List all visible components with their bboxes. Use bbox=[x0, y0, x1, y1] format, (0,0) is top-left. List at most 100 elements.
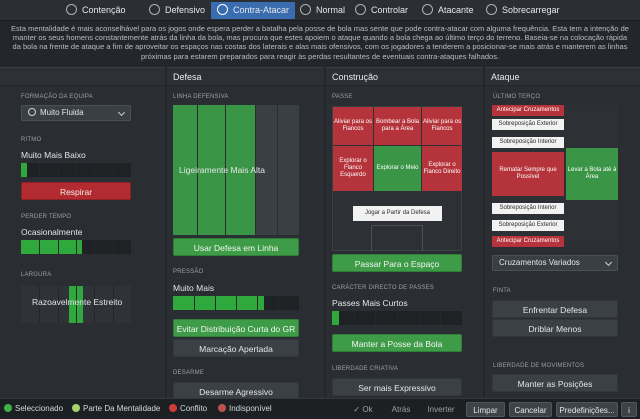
presets-button[interactable]: Predefinições... ▾ bbox=[556, 402, 618, 417]
legend-selected: Seleccionado bbox=[4, 404, 63, 413]
column-defense-header: Defesa bbox=[167, 67, 324, 85]
control-icon bbox=[355, 4, 366, 15]
formation-select[interactable]: Muito Fluida bbox=[21, 105, 131, 121]
defensive-line-value: Ligeiramente Mais Alta bbox=[179, 165, 265, 175]
tight-marking-button[interactable]: Marcação Apertada bbox=[173, 339, 299, 357]
press-value: Muito Mais bbox=[173, 283, 215, 293]
legend-dot bbox=[218, 404, 226, 412]
zone-long-ball[interactable]: Bombear a Bola para a Área bbox=[374, 107, 421, 145]
creative-title: LIBERDADE CRIATIVA bbox=[332, 366, 399, 372]
use-line-defense-button[interactable]: Usar Defesa em Linha bbox=[173, 238, 299, 256]
containment-icon bbox=[66, 4, 77, 15]
press-slider-fill bbox=[173, 296, 264, 310]
ok-button[interactable]: ✓ Ok bbox=[353, 405, 373, 414]
zone-early-cross-bottom[interactable]: Antecipar Cruzamentos bbox=[492, 236, 564, 247]
crossing-select[interactable]: Cruzamentos Variados bbox=[492, 255, 618, 271]
defensive-line-fill bbox=[173, 105, 255, 235]
time-waste-title: PERDER TEMPO bbox=[21, 214, 72, 220]
attacking-icon bbox=[422, 4, 433, 15]
defensive-line-bars[interactable]: Ligeiramente Mais Alta bbox=[173, 105, 299, 235]
retain-possession-button[interactable]: Manter a Posse da Bola bbox=[332, 334, 462, 352]
legend-unavailable: Indisponível bbox=[218, 404, 272, 413]
penalty-box bbox=[371, 225, 423, 251]
slider-divider bbox=[39, 240, 40, 254]
formation-icon bbox=[28, 108, 36, 116]
clear-button[interactable]: Limpar bbox=[466, 402, 505, 417]
final-third-title: ÚLTIMO TERÇO bbox=[493, 94, 541, 100]
slider-divider bbox=[194, 296, 195, 310]
directness-title: CARÁCTER DIRECTO DE PASSES bbox=[332, 285, 434, 291]
column-general-header bbox=[0, 67, 165, 85]
chevron-down-icon bbox=[117, 108, 126, 117]
legend-dot bbox=[4, 404, 12, 412]
zone-exploit-right[interactable]: Explorar o Flanco Direito bbox=[422, 146, 462, 191]
zone-exploit-middle[interactable]: Explorar o Meio bbox=[374, 146, 421, 191]
zone-overlap-in-top[interactable]: Sobreposição Interior bbox=[492, 137, 564, 148]
zone-overlap-in-bottom[interactable]: Sobreposição Interior bbox=[492, 203, 564, 214]
tab-containment[interactable]: Contenção bbox=[66, 2, 126, 19]
info-icon: i bbox=[628, 406, 630, 415]
dribble-less-button[interactable]: Driblar Menos bbox=[492, 319, 618, 337]
slider-divider bbox=[278, 296, 279, 310]
build-panel: PASSE Aliviar para os Flancos Bombear a … bbox=[326, 86, 483, 398]
attack-panel: ÚLTIMO TERÇO Antecipar Cruzamentos Sobre… bbox=[485, 86, 640, 398]
legend-conflict: Conflito bbox=[169, 404, 207, 413]
zone-shoot-on-sight[interactable]: Rematar Sempre que Possível bbox=[492, 152, 564, 196]
press-title: PRESSÃO bbox=[173, 269, 204, 275]
zone-exploit-left[interactable]: Explorar o Flanco Esquerdo bbox=[333, 146, 373, 191]
width-slider[interactable] bbox=[21, 286, 131, 323]
legend-dot bbox=[72, 404, 80, 412]
cancel-button[interactable]: Cancelar bbox=[509, 402, 552, 417]
slider-divider bbox=[419, 311, 420, 325]
slider-divider bbox=[76, 286, 77, 323]
rhythm-title: RITMO bbox=[21, 137, 42, 143]
tab-defensive[interactable]: Defensivo bbox=[149, 2, 205, 19]
info-button[interactable]: i bbox=[621, 402, 637, 417]
passing-pitch: Aliviar para os Flancos Bombear a Bola p… bbox=[332, 106, 462, 251]
press-slider[interactable] bbox=[173, 296, 299, 310]
slider-divider bbox=[215, 296, 216, 310]
slider-divider bbox=[113, 240, 114, 254]
prevent-short-gk-button[interactable]: Evitar Distribuição Curta do GR bbox=[173, 319, 299, 337]
slider-divider bbox=[94, 240, 95, 254]
slider-divider bbox=[236, 296, 237, 310]
freedom-title: LIBERDADE DE MOVIMENTOS bbox=[493, 363, 585, 369]
zone-early-cross-top[interactable]: Antecipar Cruzamentos bbox=[492, 105, 564, 116]
hold-position-button[interactable]: Manter as Posições bbox=[492, 374, 618, 392]
slider-divider bbox=[94, 286, 95, 323]
time-waste-slider[interactable] bbox=[21, 240, 131, 254]
slider-divider bbox=[76, 163, 77, 177]
mentality-description: Esta mentalidade é mais aconselhável par… bbox=[11, 24, 629, 61]
bar-divider bbox=[255, 105, 256, 235]
zone-overlap-out-bottom[interactable]: Sobreposição Exterior bbox=[492, 220, 564, 231]
run-at-defense-button[interactable]: Enfrentar Defesa bbox=[492, 300, 618, 318]
zone-clear-flanks-right[interactable]: Aliviar para os Flancos bbox=[422, 107, 462, 145]
breathe-button[interactable]: Respirar bbox=[21, 182, 131, 200]
back-button[interactable]: Atrás bbox=[391, 405, 411, 414]
tab-overload[interactable]: Sobrecarregar bbox=[486, 2, 560, 19]
zone-clear-flanks-left[interactable]: Aliviar para os Flancos bbox=[333, 107, 373, 145]
pass-title: PASSE bbox=[332, 94, 353, 100]
slider-divider bbox=[76, 240, 77, 254]
slider-divider bbox=[39, 163, 40, 177]
zone-overlap-out-top[interactable]: Sobreposição Exterior bbox=[492, 119, 564, 130]
tab-counter-attack[interactable]: Contra-Atacar bbox=[211, 2, 296, 19]
rhythm-slider[interactable] bbox=[21, 163, 131, 177]
directness-value: Passes Mais Curtos bbox=[332, 298, 408, 308]
check-icon: ✓ bbox=[353, 405, 363, 414]
legend-dot bbox=[169, 404, 177, 412]
slider-divider bbox=[375, 311, 376, 325]
be-expressive-button[interactable]: Ser mais Expressivo bbox=[332, 378, 462, 396]
tab-normal[interactable]: Normal bbox=[300, 2, 345, 19]
overload-icon bbox=[486, 4, 497, 15]
pass-into-space-button[interactable]: Passar Para o Espaço bbox=[332, 254, 462, 272]
invert-button[interactable]: Inverter bbox=[427, 405, 455, 414]
slider-divider bbox=[354, 311, 355, 325]
tab-control[interactable]: Controlar bbox=[355, 2, 408, 19]
bar-divider bbox=[277, 105, 278, 235]
tab-attacking[interactable]: Atacante bbox=[422, 2, 474, 19]
directness-slider[interactable] bbox=[332, 311, 462, 325]
rhythm-slider-fill bbox=[21, 163, 27, 177]
zone-play-from-back[interactable]: Jogar a Partir da Defesa bbox=[353, 206, 442, 221]
zone-work-into-box[interactable]: Levar a Bola até à Área bbox=[566, 148, 618, 200]
